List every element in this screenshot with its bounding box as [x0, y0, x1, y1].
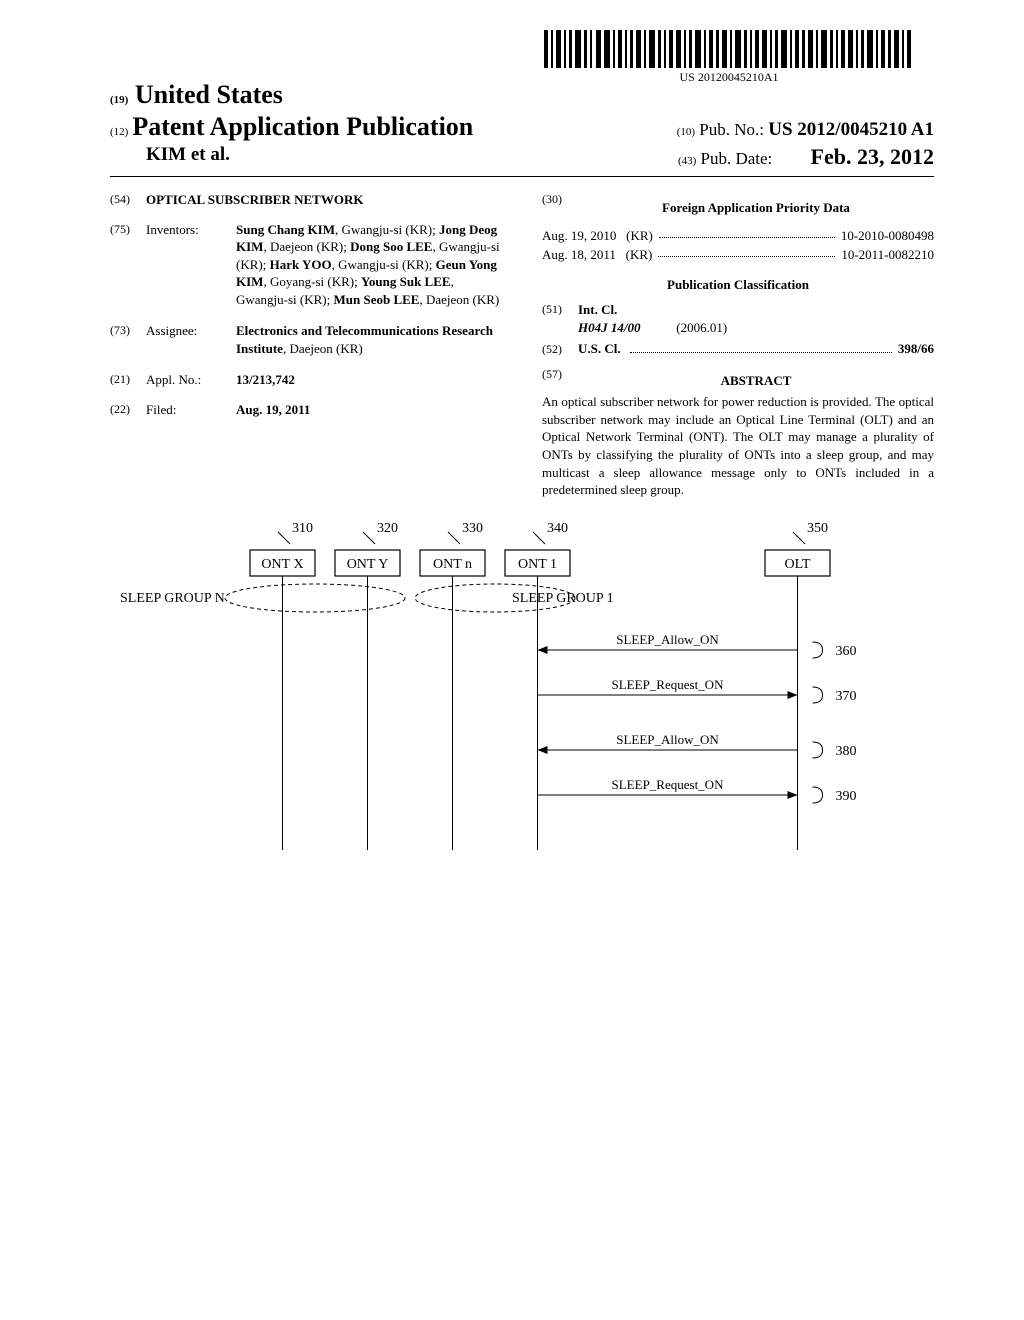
code-54: (54)	[110, 191, 146, 209]
svg-text:380: 380	[836, 744, 857, 759]
svg-text:340: 340	[547, 521, 568, 536]
right-column: (30) Foreign Application Priority Data A…	[542, 191, 934, 499]
code-43: (43)	[678, 155, 696, 167]
pubno-label: Pub. No.:	[699, 120, 764, 139]
filed-value: Aug. 19, 2011	[236, 402, 310, 417]
applno-value: 13/213,742	[236, 372, 295, 387]
pubdate: Feb. 23, 2012	[811, 144, 934, 169]
svg-text:SLEEP_Allow_ON: SLEEP_Allow_ON	[616, 632, 719, 647]
abstract-heading: ABSTRACT	[578, 372, 934, 390]
intcl-value: H04J 14/00	[578, 320, 640, 335]
inventors-label: Inventors:	[146, 221, 236, 309]
applno-label: Appl. No.:	[146, 371, 236, 389]
svg-text:SLEEP_Request_ON: SLEEP_Request_ON	[612, 677, 725, 692]
code-19: (19)	[110, 94, 128, 106]
uscl-value: 398/66	[898, 340, 934, 358]
svg-text:OLT: OLT	[785, 557, 811, 572]
svg-text:ONT Y: ONT Y	[347, 557, 389, 572]
code-51: (51)	[542, 301, 578, 336]
code-52: (52)	[542, 341, 578, 357]
priority-heading: Foreign Application Priority Data	[578, 199, 934, 217]
barcode-icon	[544, 30, 914, 68]
intcl-label: Int. Cl.	[578, 302, 617, 317]
invention-title: OPTICAL SUBSCRIBER NETWORK	[146, 191, 363, 209]
priority-row: Aug. 18, 2011 (KR)10-2011-0082210	[542, 246, 934, 264]
code-30: (30)	[542, 191, 578, 225]
assignee-rest: , Daejeon (KR)	[283, 341, 363, 356]
publication-type: Patent Application Publication	[132, 112, 473, 141]
svg-text:350: 350	[807, 521, 828, 536]
svg-text:SLEEP GROUP 1: SLEEP GROUP 1	[512, 591, 614, 606]
uscl-label: U.S. Cl.	[578, 340, 621, 358]
assignee-value: Electronics and Telecommunications Resea…	[236, 322, 502, 357]
priority-row: Aug. 19, 2010 (KR)10-2010-0080498	[542, 227, 934, 245]
assignee-bold: Electronics and Telecommunications Resea…	[236, 323, 493, 356]
svg-text:SLEEP GROUP N: SLEEP GROUP N	[120, 591, 225, 606]
pubdate-label: Pub. Date:	[701, 149, 773, 168]
assignee-label: Assignee:	[146, 322, 236, 357]
code-75: (75)	[110, 221, 146, 309]
uscl-spacer	[621, 340, 624, 358]
abstract-text: An optical subscriber network for power …	[542, 393, 934, 498]
barcode-text: US 20120045210A1	[544, 70, 914, 85]
svg-text:ONT X: ONT X	[261, 557, 303, 572]
barcode: US 20120045210A1	[544, 30, 914, 85]
svg-text:370: 370	[836, 689, 857, 704]
sequence-diagram: 310 ONT X 320 ONT Y 330 ONT n 340 ONT 1 350 OLT SL…	[120, 520, 910, 860]
svg-text:360: 360	[836, 644, 857, 659]
pubno: US 2012/0045210 A1	[768, 119, 934, 140]
code-73: (73)	[110, 322, 146, 357]
svg-text:390: 390	[836, 789, 857, 804]
code-12: (12)	[110, 126, 128, 138]
code-57: (57)	[542, 366, 578, 394]
svg-text:SLEEP_Allow_ON: SLEEP_Allow_ON	[616, 732, 719, 747]
inventors-value: Sung Chang KIM, Gwangju-si (KR); Jong De…	[236, 221, 502, 309]
country: United States	[135, 80, 283, 109]
filed-label: Filed:	[146, 401, 236, 419]
svg-text:320: 320	[377, 521, 398, 536]
svg-text:ONT 1: ONT 1	[518, 557, 557, 572]
svg-text:ONT n: ONT n	[433, 557, 472, 572]
dots-icon	[630, 342, 892, 353]
code-22: (22)	[110, 401, 146, 419]
priority-list: Aug. 19, 2010 (KR)10-2010-0080498Aug. 18…	[542, 227, 934, 264]
svg-text:310: 310	[292, 521, 313, 536]
intcl-date: (2006.01)	[676, 320, 727, 335]
svg-text:330: 330	[462, 521, 483, 536]
authors: KIM et al.	[146, 144, 230, 165]
code-21: (21)	[110, 371, 146, 389]
left-column: (54) OPTICAL SUBSCRIBER NETWORK (75) Inv…	[110, 191, 502, 499]
svg-text:SLEEP_Request_ON: SLEEP_Request_ON	[612, 777, 725, 792]
code-10: (10)	[677, 126, 695, 138]
classification-heading: Publication Classification	[542, 276, 934, 294]
